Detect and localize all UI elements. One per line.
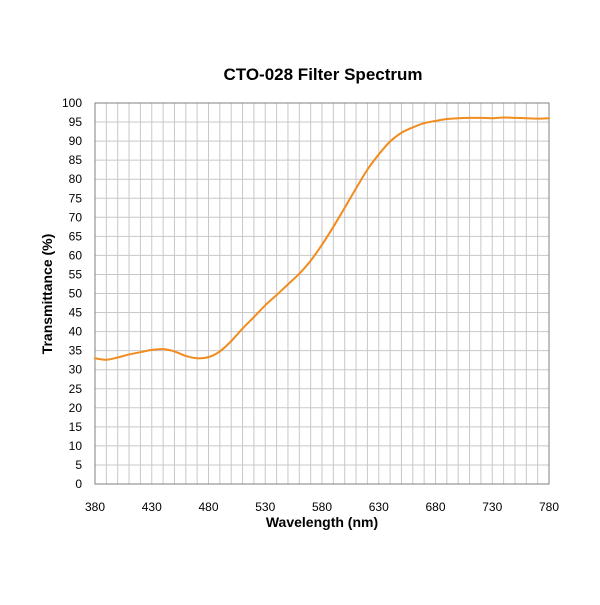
y-tick-label: 0 [75,477,82,491]
y-tick-label: 45 [69,306,83,320]
y-tick-label: 70 [69,210,83,224]
x-axis-ticks: 380 430 480 530 580 630 680 730 780 [85,500,559,514]
y-tick-label: 85 [69,153,83,167]
x-tick-label: 580 [312,500,332,514]
plot-frame [94,102,550,485]
y-tick-label: 25 [69,382,83,396]
y-axis-ticks: 0 5 10 15 20 25 30 35 40 45 50 55 60 65 70 75 80 85 90 95 10… [62,96,82,491]
series-line-transmittance [94,116,550,361]
y-axis-title: Transmittance (%) [39,234,55,355]
x-tick-label: 430 [142,500,162,514]
x-tick-label: 480 [198,500,218,514]
x-tick-label: 380 [85,500,105,514]
x-tick-label: 730 [482,500,502,514]
y-tick-label: 65 [69,229,83,243]
y-tick-label: 75 [69,191,83,205]
y-tick-label: 60 [69,248,83,262]
y-tick-label: 35 [69,344,83,358]
y-tick-label: 95 [69,115,83,129]
y-tick-label: 40 [69,325,83,339]
y-tick-label: 90 [69,134,83,148]
y-tick-label: 5 [75,458,82,472]
series-layer [94,116,550,361]
x-tick-label: 530 [255,500,275,514]
y-tick-label: 55 [69,267,83,281]
x-tick-label: 630 [369,500,389,514]
grid [94,102,550,485]
y-tick-label: 100 [62,96,82,110]
x-tick-label: 680 [425,500,445,514]
x-tick-label: 780 [539,500,559,514]
chart-title: CTO-028 Filter Spectrum [223,65,422,84]
y-tick-label: 30 [69,363,83,377]
x-axis-title: Wavelength (nm) [266,514,378,530]
y-tick-label: 80 [69,172,83,186]
y-tick-label: 15 [69,420,83,434]
y-tick-label: 50 [69,287,83,301]
y-tick-label: 10 [69,439,83,453]
y-tick-label: 20 [69,401,83,415]
